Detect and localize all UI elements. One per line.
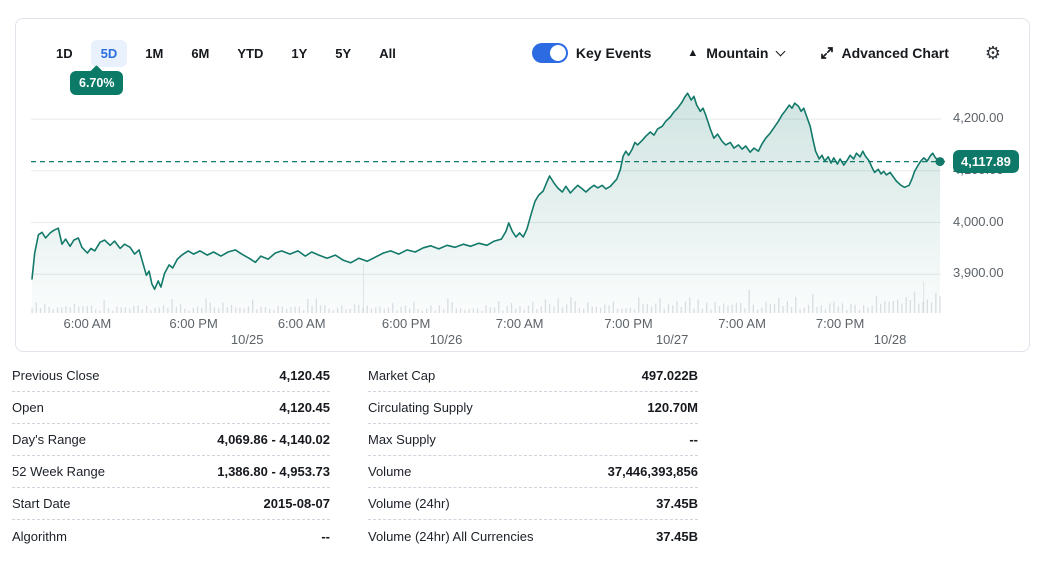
y-axis-label: 3,900.00 <box>953 265 1004 281</box>
stat-row: Previous Close 4,120.45 <box>12 360 330 392</box>
current-price-badge: 4,117.89 <box>953 149 1019 173</box>
range-selector: 1D 5D 1M 6M YTD 1Y 5Y All <box>46 39 406 67</box>
range-button-1y[interactable]: 1Y <box>281 40 317 67</box>
range-button-ytd[interactable]: YTD <box>227 40 273 67</box>
stats-table: Previous Close 4,120.45 Open 4,120.45 Day's … <box>12 360 698 552</box>
chart-controls: Key Events ▲ Mountain Advanced Chart ⚙ <box>531 43 1001 63</box>
x-axis-time-label: 6:00 AM <box>63 316 112 331</box>
stat-value: 2015-08-07 <box>263 496 331 511</box>
expand-icon <box>820 46 834 60</box>
stat-row: Market Cap 497.022B <box>368 360 698 392</box>
stat-label: Start Date <box>12 496 71 511</box>
stat-value: 120.70M <box>647 400 698 415</box>
x-axis-date-label: 10/27 <box>655 332 689 347</box>
stat-label: Volume (24hr) All Currencies <box>368 528 534 544</box>
toggle-knob <box>549 45 566 61</box>
range-button-5d[interactable]: 5D <box>90 39 128 67</box>
x-axis-time-label: 7:00 PM <box>604 316 653 331</box>
stat-value: 37.45B <box>656 496 698 511</box>
stat-row: Algorithm -- <box>12 520 330 552</box>
stat-label: Market Cap <box>368 368 436 383</box>
stat-label: Open <box>12 400 44 415</box>
stat-value: 4,120.45 <box>279 400 330 415</box>
range-button-5y[interactable]: 5Y <box>325 40 361 67</box>
change-badge: 6.70% <box>70 71 124 95</box>
chart-toolbar: 1D 5D 1M 6M YTD 1Y 5Y All Key Events ▲ Mountain… <box>46 39 1001 67</box>
x-axis-time-label: 6:00 AM <box>277 316 326 331</box>
mountain-icon: ▲ <box>687 46 699 59</box>
range-button-1d[interactable]: 1D <box>46 40 83 67</box>
stat-value: -- <box>689 432 698 447</box>
stats-column-right: Market Cap 497.022B Circulating Supply 120.… <box>368 360 698 552</box>
stat-row: Volume (24hr) All Currencies 37.45B <box>368 520 698 552</box>
stat-value: 497.022B <box>641 368 698 383</box>
stat-value: 1,386.80 - 4,953.73 <box>217 464 330 479</box>
stat-value: -- <box>321 528 330 544</box>
advanced-chart-button[interactable]: Advanced Chart <box>820 45 949 61</box>
range-button-1m[interactable]: 1M <box>135 40 173 67</box>
chart-card: 1D 5D 1M 6M YTD 1Y 5Y All Key Events ▲ Mountain… <box>15 18 1030 352</box>
x-axis-date-label: 10/25 <box>230 332 264 347</box>
stats-column-left: Previous Close 4,120.45 Open 4,120.45 Day's … <box>12 360 330 552</box>
gear-icon: ⚙ <box>984 43 1001 63</box>
x-axis-time-label: 7:00 AM <box>495 316 544 331</box>
stat-row: Max Supply -- <box>368 424 698 456</box>
stat-label: Day's Range <box>12 432 87 447</box>
stat-label: Volume (24hr) <box>368 496 450 511</box>
stat-label: Previous Close <box>12 368 100 383</box>
x-axis-time-label: 7:00 AM <box>718 316 766 331</box>
chart-type-dropdown[interactable]: ▲ Mountain <box>687 45 785 61</box>
stat-row: Circulating Supply 120.70M <box>368 392 698 424</box>
stat-value: 37.45B <box>656 528 698 544</box>
stat-row: Day's Range 4,069.86 - 4,140.02 <box>12 424 330 456</box>
stat-value: 37,446,393,856 <box>607 464 698 479</box>
x-axis-time-label: 6:00 PM <box>169 316 218 331</box>
settings-button[interactable]: ⚙ <box>985 44 1001 62</box>
stat-label: Algorithm <box>12 528 67 544</box>
x-axis-date-label: 10/28 <box>873 332 907 347</box>
stat-row: Volume (24hr) 37.45B <box>368 488 698 520</box>
range-button-all[interactable]: All <box>369 40 406 67</box>
stat-row: Open 4,120.45 <box>12 392 330 424</box>
stat-label: Circulating Supply <box>368 400 473 415</box>
range-button-6m[interactable]: 6M <box>181 40 219 67</box>
stat-value: 4,120.45 <box>279 368 330 383</box>
x-axis-time-label: 7:00 PM <box>815 316 865 331</box>
stat-row: 52 Week Range 1,386.80 - 4,953.73 <box>12 456 330 488</box>
x-axis-date-label: 10/26 <box>429 332 463 347</box>
chart-type-label: Mountain <box>706 45 769 61</box>
x-axis-time-label: 6:00 PM <box>381 316 431 331</box>
chevron-down-icon <box>775 46 785 56</box>
y-axis-label: 4,200.00 <box>953 110 1004 126</box>
stat-label: Max Supply <box>368 432 436 447</box>
stat-row: Start Date 2015-08-07 <box>12 488 330 520</box>
key-events-toggle[interactable]: Key Events <box>531 43 652 63</box>
price-chart[interactable]: 4,200.004,100.004,000.003,900.006:00 AM6… <box>31 86 1019 348</box>
stat-row: Volume 37,446,393,856 <box>368 456 698 488</box>
price-chart-svg[interactable] <box>31 86 947 315</box>
stat-label: 52 Week Range <box>12 464 105 479</box>
y-axis-label: 4,000.00 <box>953 213 1004 229</box>
stat-label: Volume <box>368 464 412 479</box>
advanced-chart-label: Advanced Chart <box>841 45 949 61</box>
toggle-switch[interactable] <box>531 43 568 63</box>
stat-value: 4,069.86 - 4,140.02 <box>217 432 330 447</box>
key-events-label: Key Events <box>575 45 652 61</box>
